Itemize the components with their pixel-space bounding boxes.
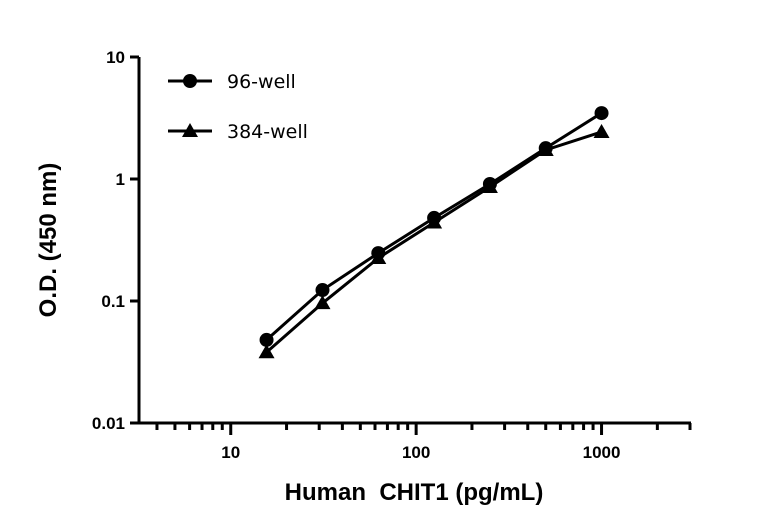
axes [130, 55, 692, 435]
data-point [258, 344, 275, 359]
series-layer [258, 106, 610, 359]
legend-label: 96-well [227, 71, 296, 93]
x-axis-title: Human CHIT1 (pg/mL) [285, 479, 544, 506]
data-point [537, 141, 554, 156]
data-point [481, 178, 498, 193]
y-tick-label: 0.01 [92, 414, 125, 433]
y-tick-label: 1 [116, 170, 125, 189]
legend-label: 384-well [227, 121, 308, 143]
series-line [265, 130, 603, 354]
data-point [426, 214, 443, 229]
y-tick-label: 0.1 [101, 292, 125, 311]
data-point [370, 250, 387, 265]
legend-item: 96-well [168, 71, 296, 93]
series-384-well [258, 123, 610, 359]
data-point [315, 283, 330, 298]
data-point [593, 123, 610, 138]
y-tick-label: 10 [106, 48, 125, 67]
legend-marker [182, 123, 198, 137]
x-tick-label: 10 [221, 443, 240, 462]
data-point [259, 332, 274, 347]
data-point [314, 295, 331, 310]
y-axis-title: O.D. (450 nm) [35, 163, 62, 318]
x-tick-label: 1000 [583, 443, 621, 462]
x-tick-label: 100 [402, 443, 430, 462]
legend-marker [183, 74, 197, 88]
data-point [594, 106, 609, 121]
tick-labels: 0.01 0.1 1 10 10 100 1000 [92, 48, 621, 462]
legend-item: 384-well [168, 121, 308, 143]
legend: 96-well 384-well [168, 71, 308, 143]
